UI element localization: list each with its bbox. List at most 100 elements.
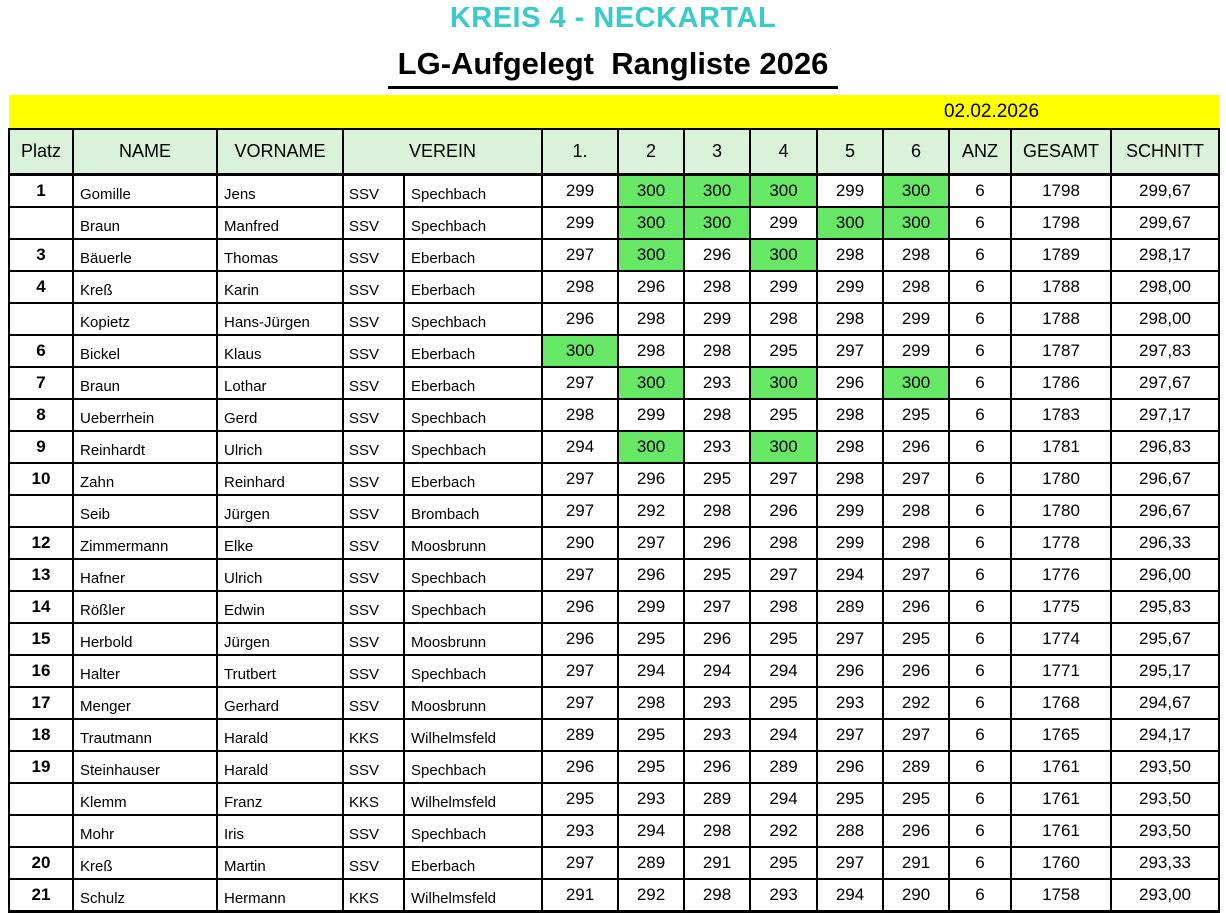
gesamt-cell: 1761 [1010,750,1112,784]
gesamt-cell: 1765 [1010,718,1112,752]
table-row: 16 Halter Trutbert SSV Spechbach 297 294 294 294… [8,654,1221,688]
schnitt-cell: 296,67 [1109,494,1221,528]
score-cell-round-2: 292 [617,878,685,913]
score-cell-round-4: 296 [749,494,818,528]
name-cell: Klemm [72,782,218,816]
platz-cell: 9 [8,430,74,464]
score-cell-round-1: 293 [541,814,619,848]
anz-cell: 6 [948,686,1012,720]
vorname-cell: Franz [216,782,344,816]
name-cell: Rößler [72,590,218,624]
schnitt-cell: 295,83 [1109,590,1221,624]
score-cell-round-4: 295 [749,846,818,880]
score-cell-round-6: 297 [882,718,950,752]
name-cell: Kreß [72,846,218,880]
table-row: 7 Braun Lothar SSV Eberbach 297 300 293 300 296 30… [8,366,1221,400]
verein-abbr-cell: SSV [342,430,405,464]
verein-ort-cell: Spechbach [403,302,543,336]
col-header-round-4: 4 [749,128,818,176]
score-cell-round-5: 297 [816,846,884,880]
verein-abbr-cell: SSV [342,173,405,208]
date-band-cell: 02.02.2026 [9,95,1220,129]
schnitt-cell: 293,00 [1109,878,1221,913]
verein-abbr-cell: SSV [342,334,405,368]
schnitt-cell: 299,67 [1109,206,1221,240]
score-cell-round-1: 299 [541,173,619,208]
verein-ort-cell: Brombach [403,494,543,528]
col-header-round-2: 2 [617,128,685,176]
schnitt-cell: 293,50 [1109,782,1221,816]
vorname-cell: Klaus [216,334,344,368]
gesamt-cell: 1760 [1010,846,1112,880]
vorname-cell: Gerd [216,398,344,432]
schnitt-cell: 298,00 [1109,302,1221,336]
score-cell-round-4: 295 [749,398,818,432]
score-cell-round-1: 299 [541,206,619,240]
name-cell: Menger [72,686,218,720]
vorname-cell: Iris [216,814,344,848]
score-cell-round-4: 297 [749,462,818,496]
score-cell-round-3: 298 [683,878,751,913]
name-cell: Steinhauser [72,750,218,784]
vorname-cell: Elke [216,526,344,560]
vorname-cell: Reinhard [216,462,344,496]
score-cell-round-6: 297 [882,558,950,592]
score-cell-round-5: 299 [816,173,884,208]
verein-abbr-cell: SSV [342,238,405,272]
schnitt-cell: 293,50 [1109,750,1221,784]
score-cell-round-3: 293 [683,718,751,752]
name-cell: Kopietz [72,302,218,336]
score-cell-round-3: 294 [683,654,751,688]
gesamt-cell: 1761 [1010,814,1112,848]
score-cell-round-2: 295 [617,718,685,752]
score-cell-round-5: 300 [816,206,884,240]
score-cell-round-4: 293 [749,878,818,913]
score-cell-round-6: 298 [882,270,950,304]
score-cell-round-3: 296 [683,622,751,656]
col-header-anz: ANZ [948,128,1012,176]
score-cell-round-1: 297 [541,462,619,496]
schnitt-cell: 298,17 [1109,238,1221,272]
platz-cell: 10 [8,462,74,496]
verein-abbr-cell: SSV [342,622,405,656]
name-cell: Kreß [72,270,218,304]
score-cell-round-2: 292 [617,494,685,528]
table-row: 20 Kreß Martin SSV Eberbach 297 289 291 295 297 29… [8,846,1221,880]
score-cell-round-3: 299 [683,302,751,336]
score-cell-round-6: 298 [882,526,950,560]
schnitt-cell: 297,17 [1109,398,1221,432]
score-cell-round-6: 300 [882,366,950,400]
score-cell-round-4: 295 [749,334,818,368]
score-cell-round-1: 297 [541,686,619,720]
vorname-cell: Harald [216,718,344,752]
score-cell-round-5: 296 [816,750,884,784]
name-cell: Ueberrhein [72,398,218,432]
anz-cell: 6 [948,238,1012,272]
verein-ort-cell: Eberbach [403,270,543,304]
table-row: 17 Menger Gerhard SSV Moosbrunn 297 298 293 295 2… [8,686,1221,720]
score-cell-round-2: 296 [617,558,685,592]
name-cell: Braun [72,206,218,240]
score-cell-round-5: 299 [816,270,884,304]
score-cell-round-5: 298 [816,302,884,336]
score-cell-round-2: 298 [617,334,685,368]
score-cell-round-5: 297 [816,622,884,656]
table-row: Seib Jürgen SSV Brombach 297 292 298 296 299 298 6… [8,494,1221,528]
gesamt-cell: 1774 [1010,622,1112,656]
schnitt-cell: 298,00 [1109,270,1221,304]
score-cell-round-6: 299 [882,334,950,368]
score-cell-round-4: 299 [749,270,818,304]
gesamt-cell: 1775 [1010,590,1112,624]
verein-ort-cell: Wilhelmsfeld [403,718,543,752]
list-title-wrap: LG-Aufgelegt Rangliste 2026 [0,46,1226,89]
score-cell-round-6: 300 [882,206,950,240]
score-cell-round-2: 294 [617,654,685,688]
verein-abbr-cell: SSV [342,302,405,336]
platz-cell: 1 [8,173,74,208]
score-cell-round-2: 296 [617,270,685,304]
score-cell-round-3: 289 [683,782,751,816]
platz-cell: 3 [8,238,74,272]
col-header-round-3: 3 [683,128,751,176]
score-cell-round-3: 298 [683,270,751,304]
